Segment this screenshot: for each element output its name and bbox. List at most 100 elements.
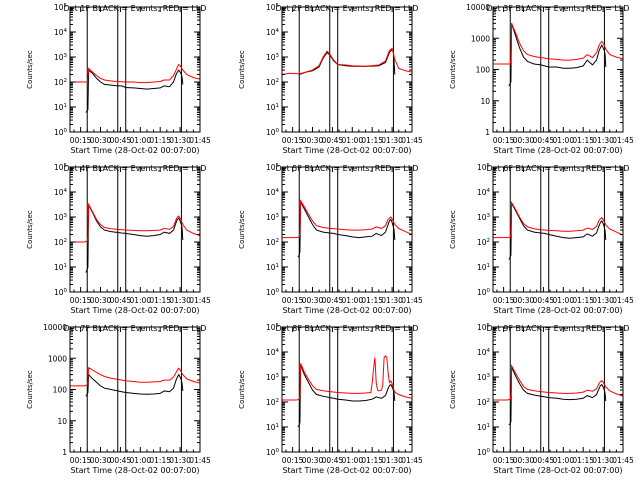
- y-tick-exponent: 5: [276, 323, 280, 329]
- x-tick-label: 00:45: [322, 296, 344, 305]
- x-tick-label: 00:15: [282, 136, 304, 145]
- y-tick-base: 10: [477, 373, 487, 382]
- x-tick-label: 01:00: [129, 136, 151, 145]
- y-tick-base: 10: [477, 348, 487, 357]
- y-tick-label: 103: [54, 53, 68, 62]
- x-tick-label: 00:15: [70, 456, 92, 465]
- axes-frame: [492, 326, 624, 453]
- y-tick-exponent: 2: [64, 78, 68, 84]
- y-axis-label: Counts/sec: [449, 370, 457, 409]
- panel-title: Det 8F BLACK = Events, RED = LLD: [276, 324, 419, 333]
- x-tick-label: 00:30: [90, 136, 112, 145]
- y-tick-label: 103: [266, 53, 280, 62]
- x-tick-label: 00:30: [513, 136, 535, 145]
- x-tick-label: 01:15: [361, 136, 383, 145]
- events-series-line: [85, 69, 184, 113]
- x-tick-label: 00:15: [282, 296, 304, 305]
- y-tick-base: 10: [477, 398, 487, 407]
- y-tick-label: 103: [266, 213, 280, 222]
- axes-frame: [281, 326, 413, 453]
- y-tick-exponent: 0: [64, 288, 68, 294]
- y-tick-label: 103: [477, 213, 491, 222]
- y-tick-base: 10: [266, 128, 276, 137]
- y-tick-label: 103: [266, 373, 280, 382]
- y-tick-base: 10: [266, 423, 276, 432]
- panel-1: 00:1500:3000:4501:0001:1501:3001:4510010…: [26, 3, 211, 155]
- y-tick-label: 105: [54, 3, 68, 12]
- y-tick-base: 10: [54, 213, 64, 222]
- x-tick-label: 00:45: [322, 456, 344, 465]
- events-series-line: [297, 364, 396, 428]
- y-tick-base: 10: [266, 398, 276, 407]
- panel-6: 00:1500:3000:4501:0001:1501:3001:4510010…: [449, 163, 634, 315]
- y-tick-exponent: 2: [276, 398, 280, 404]
- x-tick-label: 00:30: [302, 456, 324, 465]
- y-tick-base: 10: [266, 78, 276, 87]
- x-tick-label: 01:00: [341, 136, 363, 145]
- y-tick-base: 10: [266, 28, 276, 37]
- panel-4: 00:1500:3000:4501:0001:1501:3001:4510010…: [26, 163, 211, 315]
- y-tick-label: 10000: [466, 3, 490, 12]
- events-series-line: [297, 201, 396, 258]
- y-tick-label: 105: [477, 323, 491, 332]
- y-tick-base: 10: [266, 163, 276, 172]
- y-tick-exponent: 4: [487, 188, 491, 194]
- x-tick-label: 01:30: [381, 296, 403, 305]
- x-tick-label: 00:15: [70, 296, 92, 305]
- y-tick-label: 102: [477, 398, 490, 407]
- lld-series-line: [282, 199, 412, 239]
- panel-title: Det 7F BLACK = Events, RED = LLD: [64, 324, 207, 333]
- y-tick-base: 10: [54, 3, 64, 12]
- y-tick-base: 10: [266, 263, 276, 272]
- events-series-line: [508, 23, 607, 87]
- y-tick-label: 101: [266, 263, 279, 272]
- y-tick-base: 10: [54, 188, 64, 197]
- y-tick-label: 1000: [471, 34, 490, 43]
- y-tick-label: 1: [62, 448, 67, 457]
- events-series-line: [299, 48, 396, 75]
- y-tick-label: 101: [54, 103, 67, 112]
- x-tick-label: 01:00: [341, 296, 363, 305]
- y-tick-exponent: 1: [64, 103, 68, 109]
- x-tick-label: 00:45: [110, 136, 132, 145]
- x-tick-label: 00:30: [302, 136, 324, 145]
- y-tick-base: 10: [477, 238, 487, 247]
- y-tick-base: 10: [266, 348, 276, 357]
- x-tick-label: 01:15: [149, 296, 171, 305]
- y-tick-label: 100: [54, 288, 68, 297]
- y-tick-exponent: 1: [487, 263, 491, 269]
- y-tick-label: 104: [266, 348, 280, 357]
- y-tick-exponent: 3: [276, 373, 280, 379]
- y-tick-base: 10: [477, 448, 487, 457]
- y-tick-base: 10: [477, 423, 487, 432]
- x-tick-label: 01:15: [572, 456, 594, 465]
- x-axis-label: Start Time (28-Oct-02 00:07:00): [282, 306, 411, 315]
- x-tick-label: 01:45: [612, 136, 634, 145]
- x-tick-label: 01:30: [169, 296, 191, 305]
- x-tick-label: 01:45: [401, 456, 423, 465]
- y-tick-exponent: 3: [64, 53, 68, 59]
- x-tick-label: 01:00: [129, 456, 151, 465]
- y-tick-exponent: 1: [276, 423, 280, 429]
- y-tick-base: 10: [266, 3, 276, 12]
- x-tick-label: 01:30: [592, 296, 614, 305]
- y-tick-label: 104: [54, 28, 68, 37]
- lld-series-line: [282, 47, 412, 75]
- lld-series-line: [70, 366, 200, 387]
- y-axis-label: Counts/sec: [238, 210, 246, 249]
- x-tick-label: 01:15: [361, 296, 383, 305]
- y-tick-label: 102: [54, 238, 67, 247]
- y-tick-exponent: 4: [64, 28, 68, 34]
- x-axis-label: Start Time (28-Oct-02 00:07:00): [493, 306, 622, 315]
- y-tick-label: 105: [54, 163, 68, 172]
- y-tick-label: 103: [54, 213, 68, 222]
- y-tick-base: 10: [54, 28, 64, 37]
- y-tick-label: 105: [477, 163, 491, 172]
- x-axis-label: Start Time (28-Oct-02 00:07:00): [493, 146, 622, 155]
- x-tick-label: 01:00: [552, 456, 574, 465]
- panel-title: Det 1F BLACK = Events, RED = LLD: [64, 4, 207, 13]
- x-tick-label: 01:45: [189, 296, 211, 305]
- x-tick-label: 01:30: [592, 456, 614, 465]
- axes-frame: [281, 166, 413, 293]
- x-tick-label: 00:15: [493, 456, 515, 465]
